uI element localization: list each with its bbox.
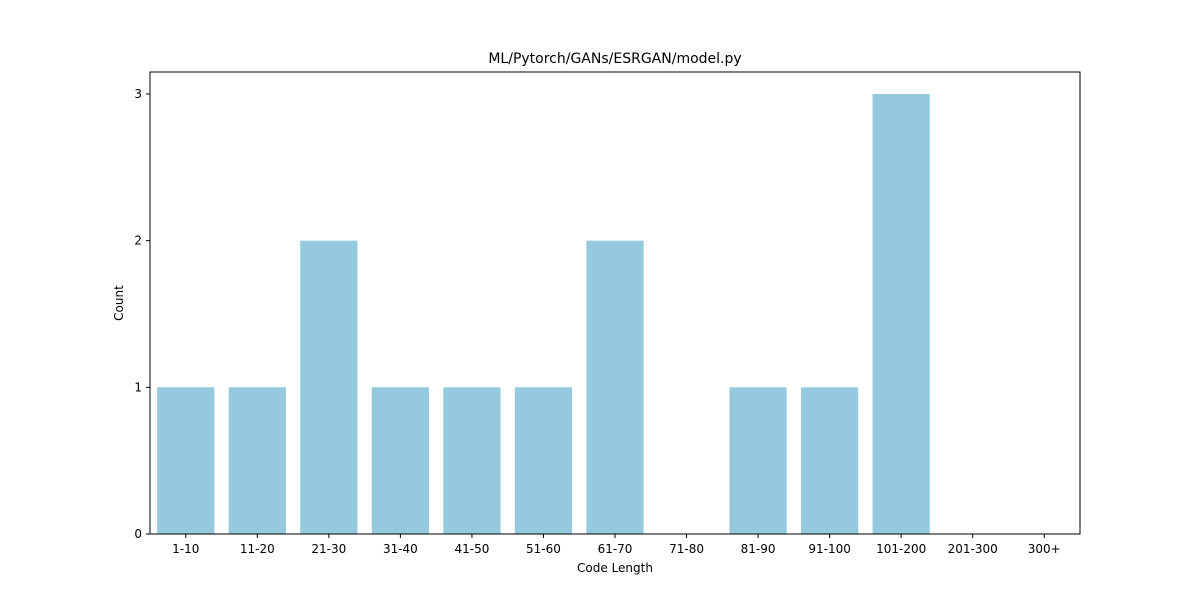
y-tick-label: 1	[134, 380, 142, 394]
x-tick-label: 91-100	[808, 542, 851, 556]
x-axis-title: Code Length	[577, 561, 653, 575]
x-tick-label: 201-300	[948, 542, 998, 556]
y-tick-label: 3	[134, 87, 142, 101]
chart-title: ML/Pytorch/GANs/ESRGAN/model.py	[488, 51, 741, 67]
bar-61-70	[586, 240, 644, 534]
x-tick-label: 300+	[1028, 542, 1061, 556]
bars-group	[157, 94, 930, 534]
bar-81-90	[729, 387, 787, 534]
bar-21-30	[300, 240, 358, 534]
bar-91-100	[801, 387, 859, 534]
y-axis-title: Count	[112, 285, 126, 321]
y-axis-ticks: 0 1 2 3	[134, 87, 150, 541]
x-tick-label: 61-70	[598, 542, 633, 556]
y-tick-label: 0	[134, 527, 142, 541]
x-tick-label: 51-60	[526, 542, 561, 556]
bar-1-10	[157, 387, 215, 534]
x-tick-label: 101-200	[876, 542, 926, 556]
x-tick-label: 71-80	[669, 542, 704, 556]
bar-41-50	[443, 387, 501, 534]
bar-51-60	[514, 387, 573, 534]
x-tick-label: 41-50	[454, 542, 489, 556]
x-tick-label: 11-20	[240, 542, 275, 556]
bar-11-20	[228, 387, 286, 534]
bar-101-200	[872, 94, 930, 534]
y-tick-label: 2	[134, 234, 142, 248]
plot-frame	[149, 71, 1081, 535]
bar-31-40	[371, 387, 429, 534]
x-axis-ticks: 1-10 11-20 21-30 31-40 41-50 51-60 61-70 71-80 8…	[172, 534, 1061, 556]
x-tick-label: 31-40	[383, 542, 418, 556]
x-tick-label: 1-10	[172, 542, 199, 556]
x-tick-label: 21-30	[311, 542, 346, 556]
x-tick-label: 81-90	[741, 542, 776, 556]
